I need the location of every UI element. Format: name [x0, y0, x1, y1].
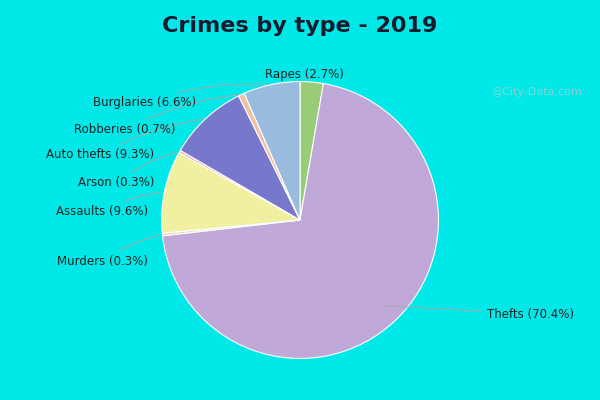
Text: Murders (0.3%): Murders (0.3%) [57, 235, 160, 268]
Wedge shape [161, 153, 300, 233]
Text: Assaults (9.6%): Assaults (9.6%) [56, 192, 162, 218]
Text: Crimes by type - 2019: Crimes by type - 2019 [163, 16, 437, 36]
Text: Arson (0.3%): Arson (0.3%) [78, 152, 177, 189]
Text: Burglaries (6.6%): Burglaries (6.6%) [93, 84, 269, 109]
Wedge shape [179, 150, 300, 220]
Wedge shape [300, 82, 323, 220]
Text: Thefts (70.4%): Thefts (70.4%) [383, 306, 574, 321]
Text: Rapes (2.7%): Rapes (2.7%) [265, 68, 344, 81]
Text: @City-Data.com: @City-Data.com [491, 87, 582, 97]
Wedge shape [181, 96, 300, 220]
Wedge shape [239, 93, 300, 220]
Wedge shape [244, 82, 300, 220]
Wedge shape [162, 220, 300, 236]
Text: Auto thefts (9.3%): Auto thefts (9.3%) [46, 119, 203, 162]
Wedge shape [163, 84, 439, 358]
Text: Robberies (0.7%): Robberies (0.7%) [74, 95, 239, 136]
